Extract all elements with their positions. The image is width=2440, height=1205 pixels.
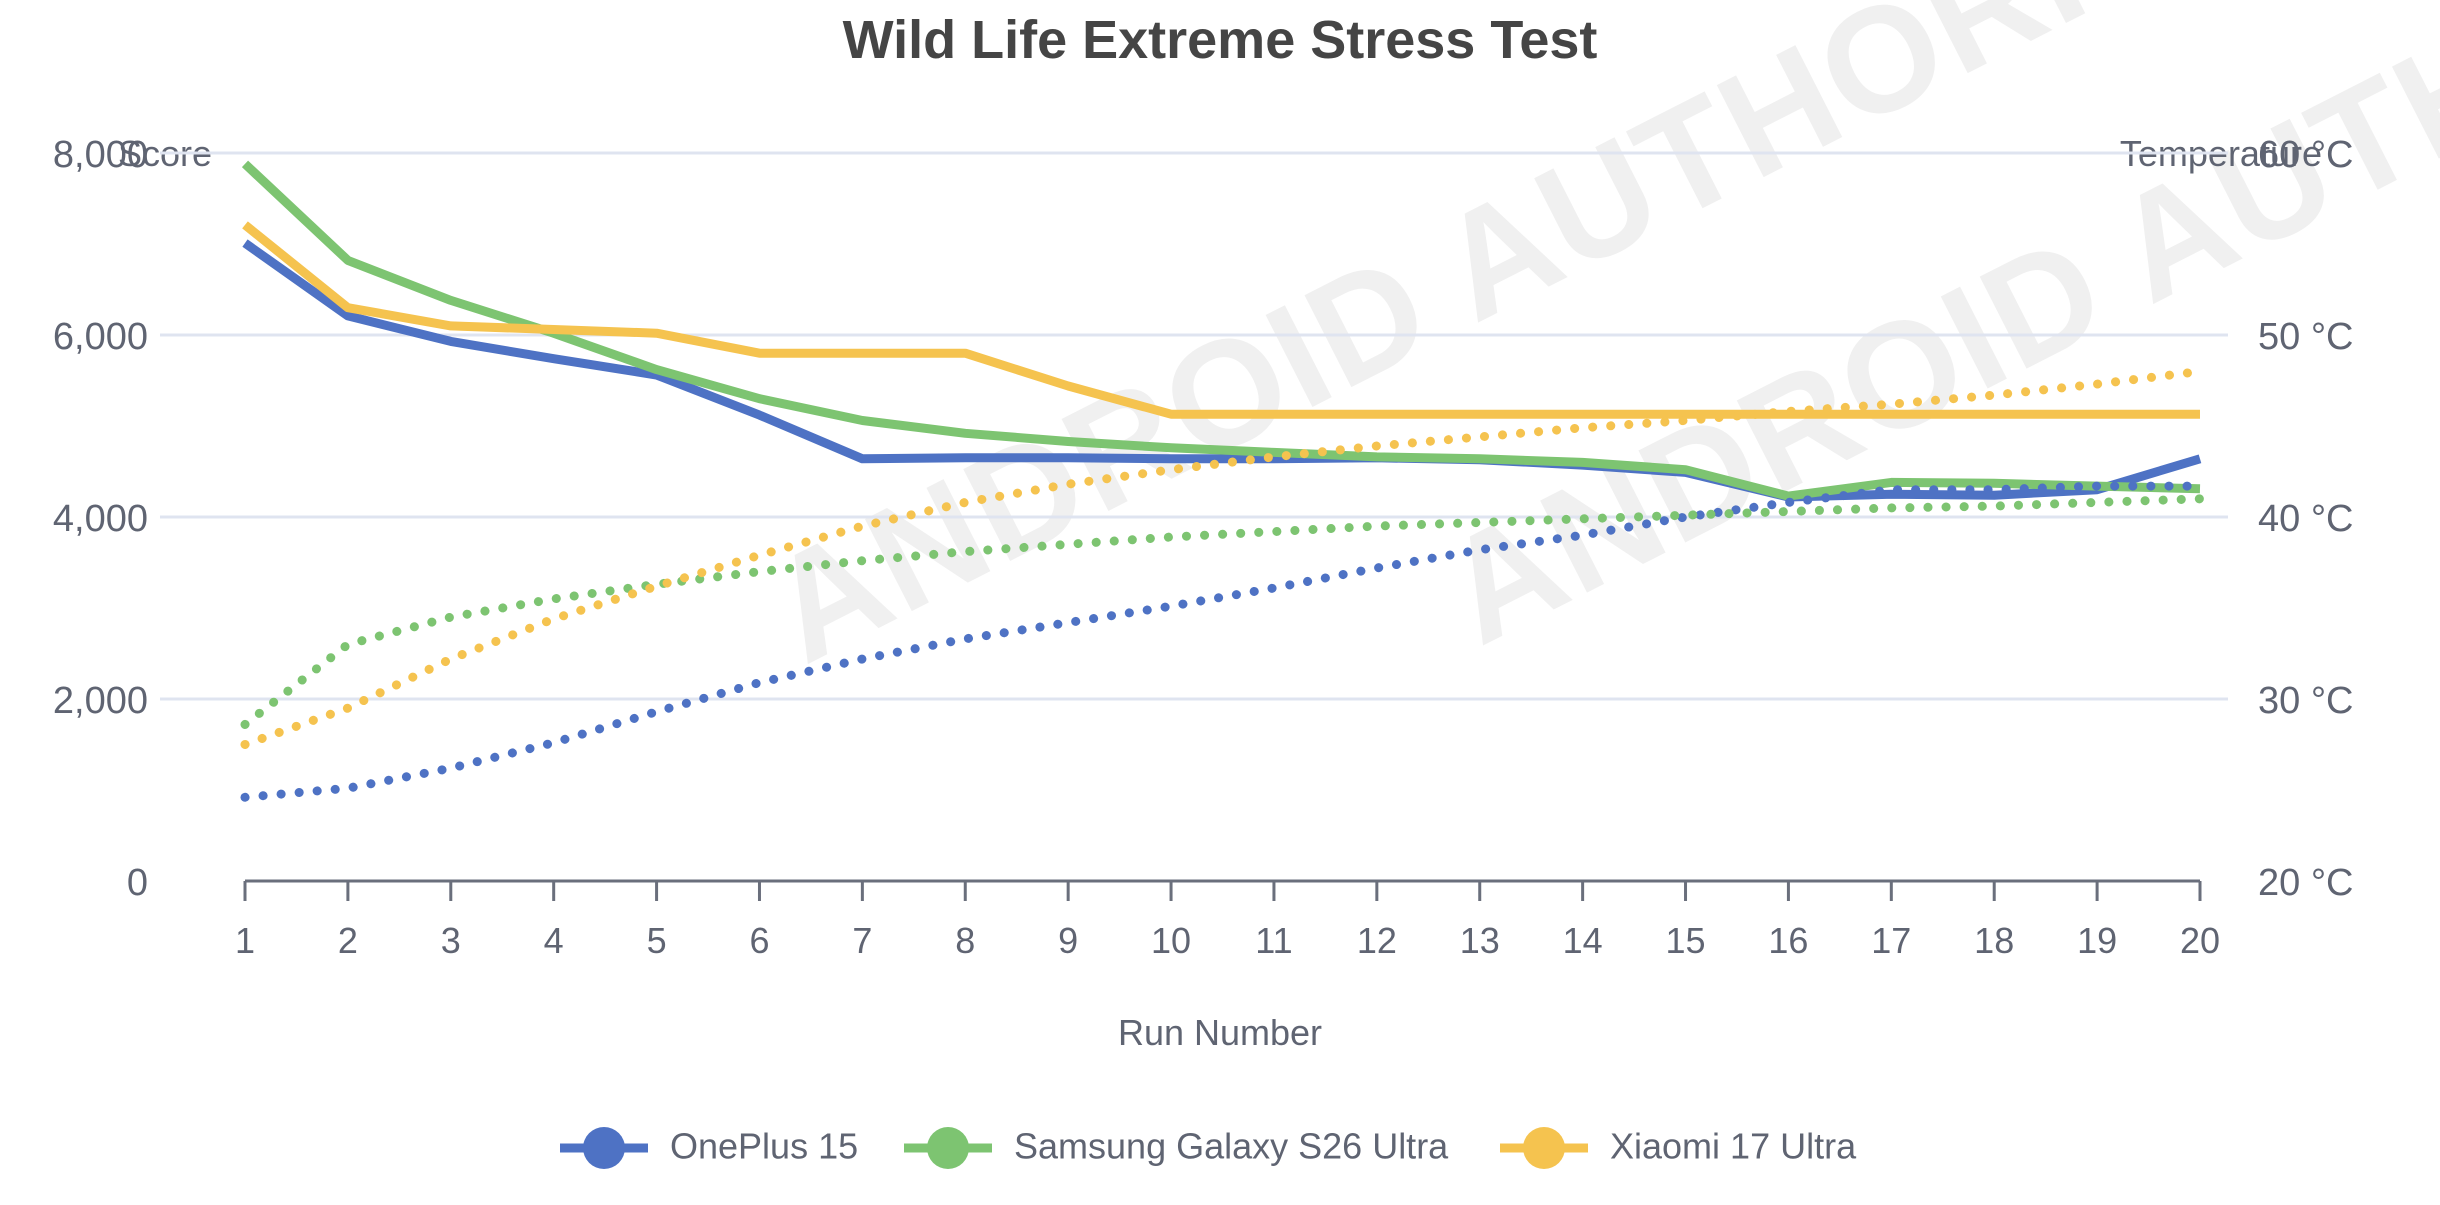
score-tick-label: 2,000 [53, 680, 148, 722]
series-line-oneplus-15 [242, 239, 2202, 502]
legend-label: OnePlus 15 [670, 1126, 858, 1167]
score-axis-ticks: 0 2,000 4,000 6,000 8,000 [53, 134, 148, 904]
legend-dot-marker [583, 1127, 625, 1169]
series-line-oneplus-15-temperature [240, 481, 2205, 802]
x-axis: 1 2 3 4 5 6 7 8 9 10 11 12 13 14 15 16 17 18 19 20 [235, 879, 2220, 961]
score-tick-label: 4,000 [53, 498, 148, 540]
chart-legend: OnePlus 15 Samsung Galaxy S26 Ultra Xiaomi… [560, 1126, 1857, 1169]
run-number-tick-label: 12 [1357, 920, 1397, 961]
run-number-tick-label: 6 [749, 920, 769, 961]
run-number-tick-label: 20 [2180, 920, 2220, 961]
series-line-samsung-galaxy-s26-ultra [241, 160, 2201, 501]
score-tick-label: 0 [127, 862, 148, 904]
series-lines [240, 160, 2205, 802]
temperature-tick-label: 20 °C [2258, 862, 2353, 904]
run-number-tick-label: 19 [2077, 920, 2117, 961]
chart-title: Wild Life Extreme Stress Test [843, 10, 1598, 70]
gridlines [160, 151, 2228, 701]
run-number-tick-label: 14 [1563, 920, 1603, 961]
run-number-tick-label: 16 [1768, 920, 1808, 961]
temperature-axis-ticks: 20 °C 30 °C 40 °C 50 °C 60 °C [2258, 134, 2353, 904]
series-line-samsung-galaxy-s26-ultra-temperature [240, 494, 2205, 729]
legend-item[interactable]: OnePlus 15 [560, 1126, 858, 1169]
run-number-tick-label: 8 [955, 920, 975, 961]
legend-dot-marker [1523, 1127, 1565, 1169]
run-number-tick-label: 4 [544, 920, 564, 961]
run-number-axis-title: Run Number [1118, 1012, 1322, 1053]
temperature-tick-label: 60 °C [2258, 134, 2353, 176]
temperature-tick-label: 30 °C [2258, 680, 2353, 722]
score-tick-label: 8,000 [53, 134, 148, 176]
legend-item[interactable]: Samsung Galaxy S26 Ultra [904, 1126, 1449, 1169]
run-number-tick-label: 15 [1666, 920, 1706, 961]
legend-item[interactable]: Xiaomi 17 Ultra [1500, 1126, 1857, 1169]
legend-label: Samsung Galaxy S26 Ultra [1014, 1126, 1449, 1167]
run-number-tick-label: 2 [338, 920, 358, 961]
legend-label: Xiaomi 17 Ultra [1610, 1126, 1857, 1167]
run-number-tick-label: 5 [647, 920, 667, 961]
temperature-tick-label: 40 °C [2258, 498, 2353, 540]
run-number-tick-label: 9 [1058, 920, 1078, 961]
run-number-tick-label: 1 [235, 920, 255, 961]
run-number-tick-label: 3 [441, 920, 461, 961]
run-number-tick-label: 13 [1460, 920, 1500, 961]
run-number-tick-label: 11 [1255, 920, 1292, 961]
run-number-tick-label: 10 [1151, 920, 1191, 961]
series-line-xiaomi-17-ultra [242, 221, 2200, 419]
legend-dot-marker [927, 1127, 969, 1169]
temperature-tick-label: 50 °C [2258, 316, 2353, 358]
score-tick-label: 6,000 [53, 316, 148, 358]
run-number-tick-label: 7 [852, 920, 872, 961]
run-number-tick-label: 18 [1974, 920, 2014, 961]
run-number-tick-label: 17 [1871, 920, 1911, 961]
